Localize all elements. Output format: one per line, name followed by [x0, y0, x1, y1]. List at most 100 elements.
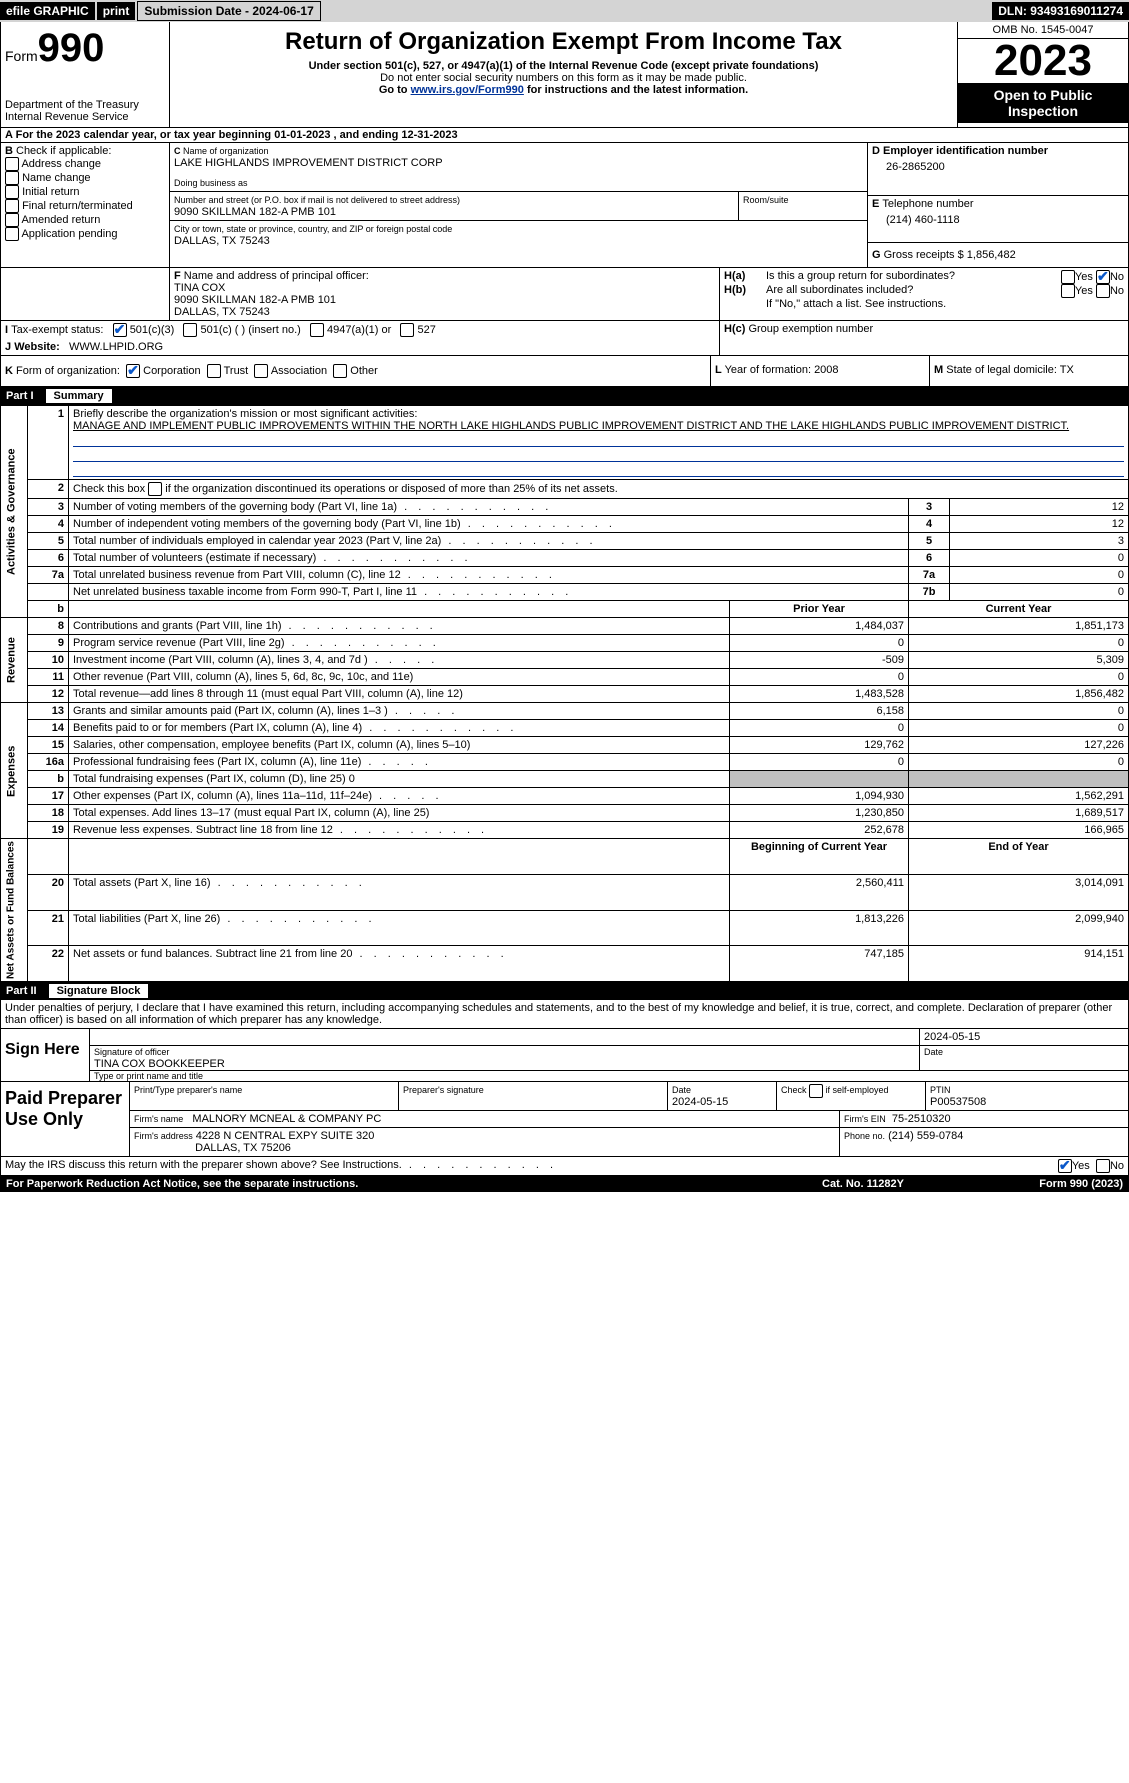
row-11: Other revenue (Part VIII, column (A), li… [69, 669, 730, 686]
form-header: Form990 Department of the Treasury Inter… [0, 22, 1129, 128]
yof-label: Year of formation: [725, 364, 811, 376]
chk-address-change[interactable]: Address change [21, 158, 101, 170]
firm-addr1: 4228 N CENTRAL EXPY SUITE 320 [196, 1130, 375, 1142]
firm-name: MALNORY MCNEAL & COMPANY PC [192, 1113, 381, 1125]
chk-final-return[interactable]: Final return/terminated [22, 200, 133, 212]
row-22: Net assets or fund balances. Subtract li… [69, 946, 730, 982]
chk-corp[interactable] [126, 364, 140, 378]
cat-no: Cat. No. 11282Y [763, 1178, 963, 1190]
officer-block: F Name and address of principal officer:… [0, 268, 1129, 321]
website-label: Website: [14, 341, 60, 353]
form-subtitle-3: Go to www.irs.gov/Form990 for instructio… [176, 84, 951, 96]
efile-tag: efile GRAPHIC [0, 2, 95, 20]
summary-table: Activities & Governance 1 Briefly descri… [0, 405, 1129, 982]
org-name: LAKE HIGHLANDS IMPROVEMENT DISTRICT CORP [174, 157, 443, 169]
domicile: TX [1060, 364, 1074, 376]
line-a: A For the 2023 calendar year, or tax yea… [0, 128, 1129, 143]
hb-no[interactable] [1096, 284, 1110, 298]
row-19: Revenue less expenses. Subtract line 18 … [69, 822, 730, 839]
sig-title-label: Type or print name and title [90, 1071, 1128, 1081]
row-20: Total assets (Part X, line 16) [69, 874, 730, 910]
top-bar: efile GRAPHIC print Submission Date - 20… [0, 0, 1129, 22]
box-b-label: Check if applicable: [16, 145, 111, 157]
side-exp: Expenses [1, 703, 28, 839]
date-label: Date [924, 1047, 943, 1057]
street-label: Number and street (or P.O. box if mail i… [174, 195, 460, 205]
sign-here-block: Sign Here 2024-05-15 Signature of office… [0, 1029, 1129, 1082]
chk-amended-return[interactable]: Amended return [21, 214, 100, 226]
ein: 26-2865200 [872, 157, 1124, 173]
mission: MANAGE AND IMPLEMENT PUBLIC IMPROVEMENTS… [73, 420, 1069, 432]
city-label: City or town, state or province, country… [174, 224, 452, 234]
gross-receipts: 1,856,482 [967, 249, 1016, 261]
dln: DLN: 93493169011274 [992, 2, 1129, 20]
hdr-boy: Beginning of Current Year [730, 839, 909, 875]
form-ref: Form 990 (2023) [963, 1178, 1123, 1190]
form-title: Return of Organization Exempt From Incom… [176, 28, 951, 56]
website: WWW.LHPID.ORG [69, 341, 163, 353]
org-name-label: Name of organization [183, 146, 269, 156]
row-8: Contributions and grants (Part VIII, lin… [69, 618, 730, 635]
row-15: Salaries, other compensation, employee b… [69, 737, 730, 754]
officer-addr2: DALLAS, TX 75243 [174, 306, 270, 318]
chk-501c3[interactable] [113, 323, 127, 337]
dept-treasury: Department of the Treasury [5, 99, 165, 111]
paid-preparer-block: Paid Preparer Use Only Print/Type prepar… [0, 1082, 1129, 1157]
chk-501c[interactable] [183, 323, 197, 337]
ha-yes[interactable] [1061, 270, 1075, 284]
chk-4947[interactable] [310, 323, 324, 337]
tax-exempt-label: Tax-exempt status: [11, 324, 103, 336]
row-7b: Net unrelated business taxable income fr… [69, 584, 909, 601]
room-label: Room/suite [743, 195, 789, 205]
chk-trust[interactable] [207, 364, 221, 378]
row-4: Number of independent voting members of … [69, 516, 909, 533]
row-16a: Professional fundraising fees (Part IX, … [69, 754, 730, 771]
chk-assoc[interactable] [254, 364, 268, 378]
row-10: Investment income (Part VIII, column (A)… [69, 652, 730, 669]
open-inspection: Open to PublicInspection [958, 83, 1128, 123]
l2: Check this box if the organization disco… [69, 480, 1129, 499]
sig-officer-label: Signature of officer [94, 1047, 169, 1057]
chk-initial-return[interactable]: Initial return [22, 186, 79, 198]
chk-527[interactable] [400, 323, 414, 337]
chk-other[interactable] [333, 364, 347, 378]
irs-link[interactable]: www.irs.gov/Form990 [411, 84, 524, 96]
ein-label: Employer identification number [883, 145, 1048, 157]
sign-here-label: Sign Here [1, 1029, 90, 1081]
domicile-label: State of legal domicile: [946, 364, 1057, 376]
row-12: Total revenue—add lines 8 through 11 (mu… [69, 686, 730, 703]
ha-no[interactable] [1096, 270, 1110, 284]
chk-name-change[interactable]: Name change [22, 172, 91, 184]
discuss-yes[interactable] [1058, 1159, 1072, 1173]
form-number: Form990 [5, 26, 165, 71]
sig-date: 2024-05-15 [919, 1029, 1128, 1045]
phone-label: Telephone number [882, 198, 973, 210]
row-6: Total number of volunteers (estimate if … [69, 550, 909, 567]
hc-label: Group exemption number [748, 323, 873, 335]
discuss-no[interactable] [1096, 1159, 1110, 1173]
hb-yes[interactable] [1061, 284, 1075, 298]
row-17: Other expenses (Part IX, column (A), lin… [69, 788, 730, 805]
chk-app-pending[interactable]: Application pending [21, 228, 117, 240]
officer-name: TINA COX [174, 282, 225, 294]
part1-header: Part I Summary [0, 387, 1129, 405]
firm-phone: (214) 559-0784 [888, 1130, 963, 1142]
print-button[interactable]: print [97, 2, 136, 20]
row-14: Benefits paid to or for members (Part IX… [69, 720, 730, 737]
form-org-label: Form of organization: [16, 365, 120, 377]
part2-header: Part II Signature Block [0, 982, 1129, 1000]
officer-label: Name and address of principal officer: [184, 270, 369, 282]
form-subtitle-2: Do not enter social security numbers on … [176, 72, 951, 84]
row-18: Total expenses. Add lines 13–17 (must eq… [69, 805, 730, 822]
hb-label: Are all subordinates included? [766, 284, 1061, 298]
officer-addr1: 9090 SKILLMAN 182-A PMB 101 [174, 294, 336, 306]
firm-addr2: DALLAS, TX 75206 [195, 1142, 291, 1154]
gross-label: Gross receipts $ [884, 249, 964, 261]
row-7a: Total unrelated business revenue from Pa… [69, 567, 909, 584]
side-ag: Activities & Governance [1, 406, 28, 618]
phone: (214) 460-1118 [872, 210, 1124, 226]
declaration: Under penalties of perjury, I declare th… [0, 1000, 1129, 1029]
side-rev: Revenue [1, 618, 28, 703]
l1-label: Briefly describe the organization's miss… [73, 408, 417, 420]
submission-date: Submission Date - 2024-06-17 [137, 1, 320, 21]
